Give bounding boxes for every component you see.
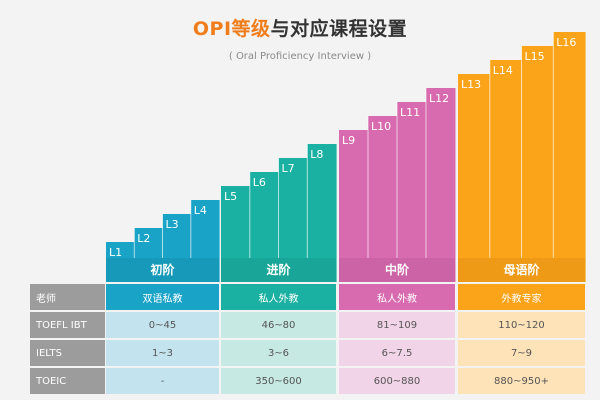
level-label-l10: L10 (371, 120, 391, 133)
group-band (221, 258, 336, 282)
level-bar-l4 (190, 200, 220, 282)
level-label-l12: L12 (429, 92, 449, 105)
table-cell: 110~120 (458, 312, 585, 338)
level-label-l13: L13 (461, 78, 481, 91)
level-bar-l8 (307, 144, 337, 282)
level-bar-l9 (339, 130, 369, 282)
level-bar-l2 (134, 228, 164, 282)
level-label-l4: L4 (194, 204, 207, 217)
level-label-l14: L14 (493, 64, 513, 77)
table-row-ielts: IELTS 1~3 3~6 6~7.5 7~9 (30, 340, 588, 366)
page-subtitle: ( Oral Proficiency Interview ) (228, 51, 372, 62)
level-label-l15: L15 (525, 50, 545, 63)
level-bar-l16 (553, 32, 586, 282)
page-title: OPI等级与对应课程设置 (193, 18, 407, 40)
group-band (106, 258, 219, 282)
group-band (339, 258, 455, 282)
table-cell: 外教专家 (458, 284, 585, 310)
header: OPI等级与对应课程设置 (0, 14, 600, 41)
group-name-1: 进阶 (266, 262, 291, 277)
level-label-l5: L5 (224, 190, 237, 203)
level-label-l1: L1 (109, 246, 122, 259)
level-label-l9: L9 (342, 134, 355, 147)
level-label-l16: L16 (556, 36, 576, 49)
row-header: IELTS (30, 340, 105, 366)
level-bar-l11 (397, 102, 427, 282)
table-cell: 3~6 (221, 340, 336, 366)
table-cell: 880~950+ (458, 368, 585, 394)
row-header: TOEIC (30, 368, 105, 394)
row-header: TOEFL IBT (30, 312, 105, 338)
table-cell: 81~109 (339, 312, 455, 338)
title-highlight: OPI等级 (192, 18, 271, 40)
table-row-toefl: TOEFL IBT 0~45 46~80 81~109 110~120 (30, 312, 588, 338)
level-bar-l15 (521, 46, 554, 282)
table-cell: 0~45 (106, 312, 219, 338)
level-label-l11: L11 (400, 106, 420, 119)
level-bar-l13 (458, 74, 491, 282)
table-cell: 46~80 (221, 312, 336, 338)
level-bar-l7 (278, 158, 308, 282)
level-label-l2: L2 (137, 232, 150, 245)
table-cell: 6~7.5 (339, 340, 455, 366)
table-row-teacher: 老师 双语私教 私人外教 私人外教 外教专家 (30, 284, 588, 310)
level-bar-l14 (489, 60, 523, 282)
level-bar-l12 (426, 88, 456, 282)
group-band (458, 258, 585, 282)
table-cell: 私人外教 (221, 284, 336, 310)
table-cell: 7~9 (458, 340, 585, 366)
level-bar-l1 (106, 242, 135, 282)
table-cell: 600~880 (339, 368, 455, 394)
table-cell: 双语私教 (106, 284, 219, 310)
table-cell: 1~3 (106, 340, 219, 366)
table-cell: 350~600 (221, 368, 336, 394)
level-bar-l3 (162, 214, 192, 282)
level-bar-l10 (368, 116, 398, 282)
group-name-0: 初阶 (150, 262, 175, 277)
group-name-3: 母语阶 (503, 262, 540, 277)
row-header: 老师 (30, 284, 105, 310)
group-name-2: 中阶 (385, 262, 410, 277)
level-bar-l6 (249, 172, 280, 282)
table-cell: 私人外教 (339, 284, 455, 310)
title-rest: 与对应课程设置 (270, 18, 408, 40)
table-row-toeic: TOEIC -350~600 600~880 880~950+ (30, 368, 588, 394)
level-label-l7: L7 (282, 162, 295, 175)
level-label-l8: L8 (310, 148, 323, 161)
level-bar-l5 (221, 186, 251, 282)
table-cell: - (106, 368, 219, 394)
level-label-l6: L6 (253, 176, 266, 189)
level-label-l3: L3 (166, 218, 179, 231)
